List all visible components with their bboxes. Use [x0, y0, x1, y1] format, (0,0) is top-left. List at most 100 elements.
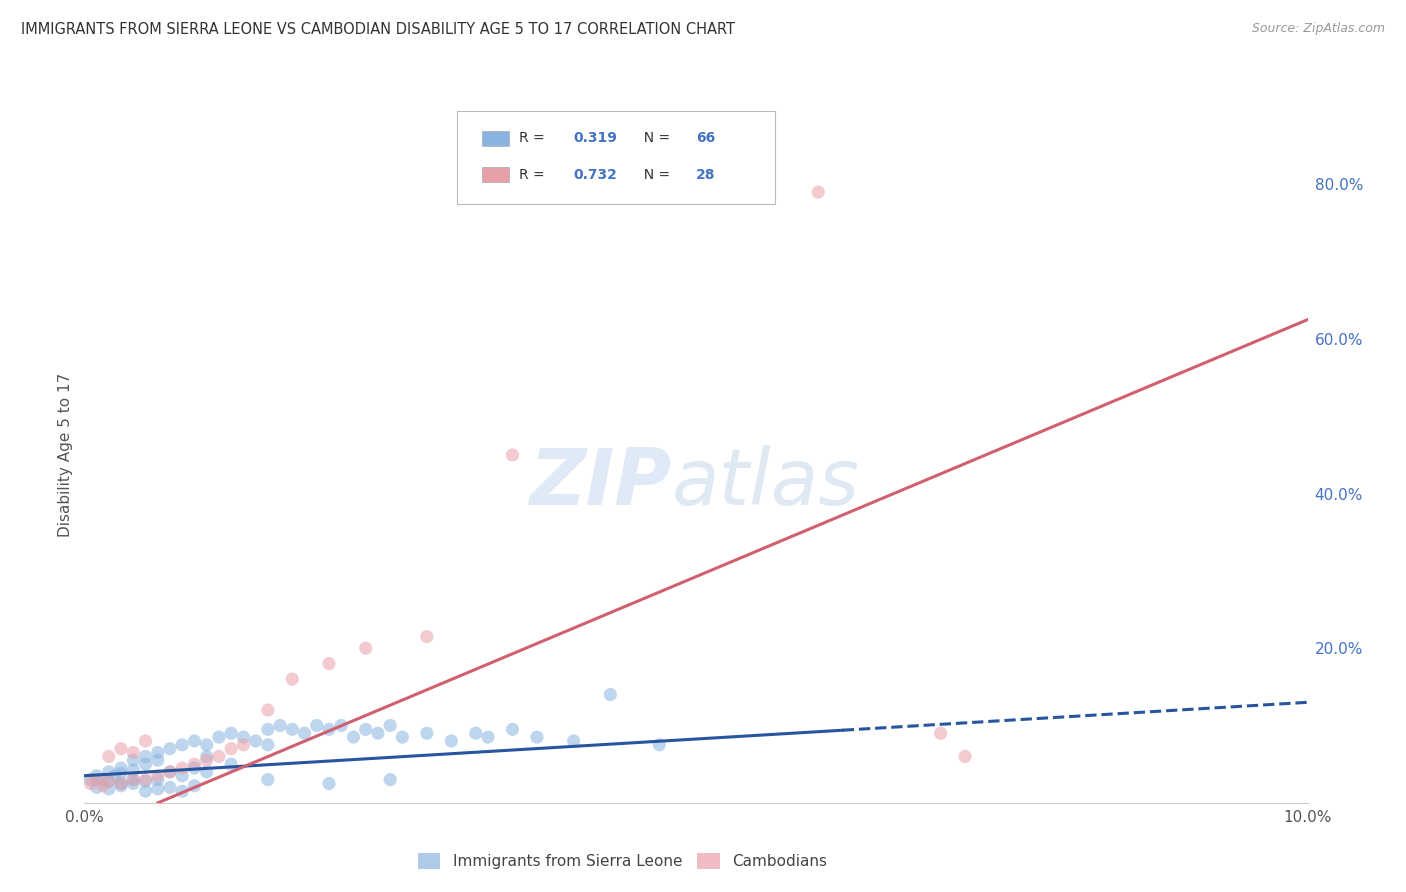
Point [146, 753, 169, 767]
Point [97, 764, 120, 779]
Text: 0.732: 0.732 [574, 168, 617, 182]
Point [79, 772, 101, 787]
Point [208, 749, 231, 764]
Point [807, 185, 830, 199]
Text: R =: R = [519, 168, 548, 182]
Point [380, 772, 402, 787]
Point [416, 630, 439, 644]
Text: atlas: atlas [672, 445, 859, 521]
Point [195, 738, 218, 752]
Point [110, 776, 132, 790]
Point [416, 726, 439, 740]
Point [195, 753, 218, 767]
Point [122, 764, 145, 778]
Point [464, 726, 486, 740]
Point [526, 730, 548, 744]
Point [219, 757, 242, 772]
Point [122, 776, 145, 790]
Point [91, 779, 114, 793]
Point [318, 723, 340, 737]
Point [354, 641, 377, 656]
Point [122, 746, 145, 760]
Point [367, 726, 389, 740]
Point [159, 780, 181, 795]
Text: N =: N = [636, 168, 675, 182]
Text: Source: ZipAtlas.com: Source: ZipAtlas.com [1251, 22, 1385, 36]
Point [146, 769, 169, 783]
Point [135, 784, 157, 798]
Point [562, 734, 585, 748]
Point [195, 764, 218, 779]
Text: ZIP: ZIP [529, 445, 672, 521]
Point [172, 761, 194, 775]
Point [208, 730, 231, 744]
Point [146, 781, 169, 796]
Point [159, 741, 181, 756]
Point [342, 730, 364, 744]
Point [97, 749, 120, 764]
Point [318, 776, 340, 790]
Point [97, 781, 120, 796]
Point [159, 764, 181, 779]
FancyBboxPatch shape [457, 111, 776, 204]
Point [257, 738, 280, 752]
Y-axis label: Disability Age 5 to 17: Disability Age 5 to 17 [58, 373, 73, 537]
Point [440, 734, 463, 748]
Point [122, 753, 145, 767]
Point [648, 738, 671, 752]
Point [122, 772, 145, 787]
Point [477, 730, 499, 744]
Point [232, 738, 254, 752]
Point [305, 718, 328, 732]
Point [269, 718, 291, 732]
Point [135, 757, 157, 772]
Point [232, 730, 254, 744]
Point [929, 726, 952, 740]
Point [97, 774, 120, 789]
Point [257, 703, 280, 717]
Point [257, 772, 280, 787]
Point [183, 757, 205, 772]
Point [86, 769, 108, 783]
Point [195, 749, 218, 764]
Point [281, 672, 304, 686]
Point [219, 726, 242, 740]
Point [245, 734, 267, 748]
Point [502, 448, 524, 462]
Text: 0.319: 0.319 [574, 131, 617, 145]
Point [294, 726, 316, 740]
Point [219, 741, 242, 756]
Point [257, 723, 280, 737]
Point [183, 734, 205, 748]
Point [110, 766, 132, 780]
Point [172, 784, 194, 798]
Point [110, 776, 132, 790]
Point [86, 772, 108, 787]
Point [318, 657, 340, 671]
Point [86, 780, 108, 795]
Point [104, 769, 127, 783]
Point [91, 772, 114, 787]
Point [172, 769, 194, 783]
Point [354, 723, 377, 737]
Point [502, 723, 524, 737]
Point [135, 774, 157, 789]
Point [110, 761, 132, 775]
Point [146, 746, 169, 760]
Point [183, 779, 205, 793]
Point [79, 776, 101, 790]
FancyBboxPatch shape [482, 167, 509, 182]
Text: 66: 66 [696, 131, 716, 145]
Point [391, 730, 413, 744]
Point [97, 774, 120, 789]
Point [135, 749, 157, 764]
Point [281, 723, 304, 737]
Point [330, 718, 353, 732]
Point [135, 772, 157, 787]
Legend: Immigrants from Sierra Leone, Cambodians: Immigrants from Sierra Leone, Cambodians [412, 847, 834, 875]
Point [953, 749, 976, 764]
Point [110, 741, 132, 756]
Point [110, 779, 132, 793]
Point [159, 764, 181, 779]
FancyBboxPatch shape [482, 131, 509, 146]
